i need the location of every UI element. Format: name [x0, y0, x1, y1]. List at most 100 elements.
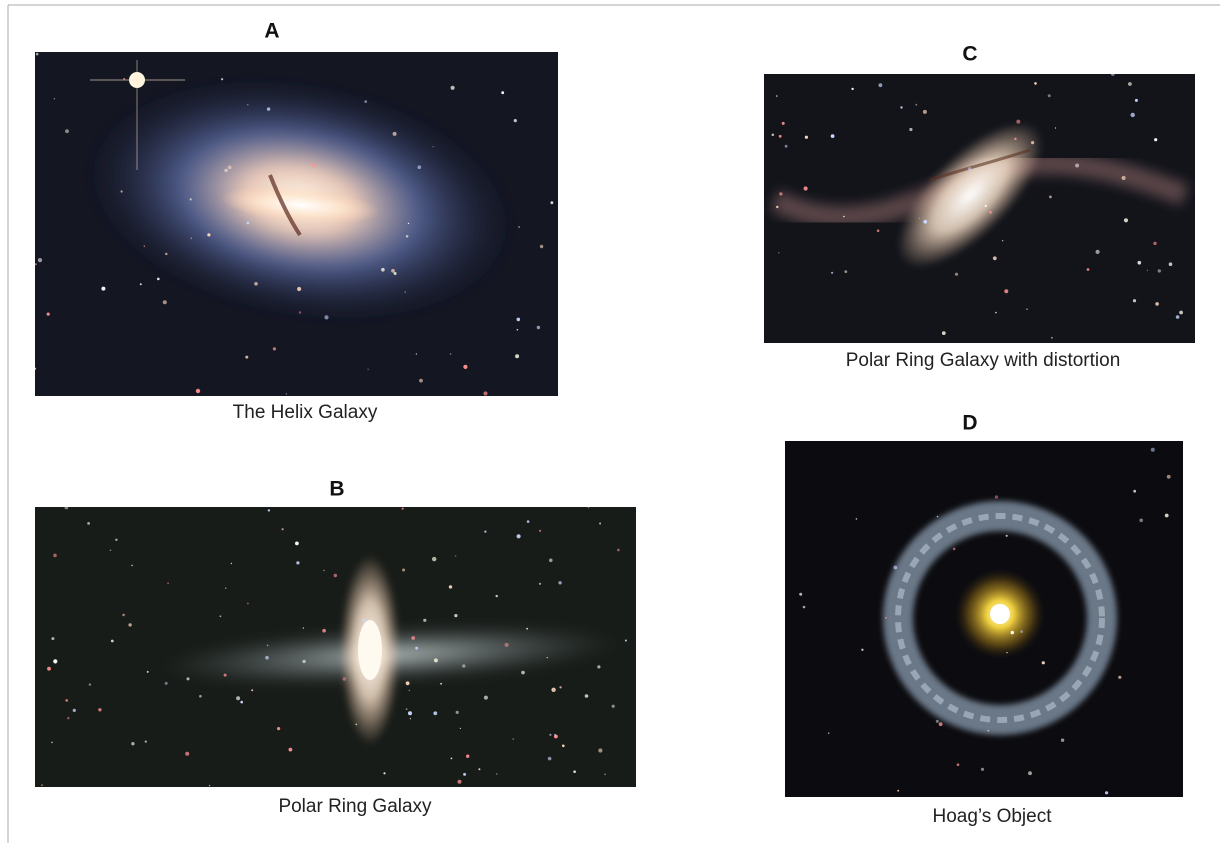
star [195, 388, 201, 394]
star [247, 602, 249, 605]
star [208, 784, 211, 787]
star [254, 282, 258, 286]
star [402, 568, 406, 572]
star [776, 95, 778, 97]
star [1157, 269, 1162, 273]
star [1010, 630, 1014, 635]
star [484, 530, 487, 533]
star [207, 233, 211, 237]
star [496, 773, 498, 775]
star [165, 252, 168, 256]
star [597, 665, 601, 669]
star [251, 689, 254, 692]
image [35, 52, 558, 396]
star [830, 134, 835, 139]
star [355, 723, 358, 726]
star [1121, 175, 1126, 181]
star [1134, 98, 1138, 102]
image [35, 507, 636, 787]
star [1028, 771, 1032, 776]
star [987, 729, 990, 732]
star [297, 286, 302, 292]
star [87, 522, 90, 525]
star [415, 646, 419, 650]
star [526, 520, 530, 523]
star [463, 772, 467, 776]
star [501, 91, 505, 95]
star [72, 708, 76, 713]
star [923, 219, 928, 224]
star [504, 642, 509, 647]
star [190, 237, 193, 240]
star [46, 312, 50, 316]
star [246, 221, 250, 225]
star [1153, 241, 1157, 246]
star [266, 644, 269, 647]
star [98, 708, 102, 712]
star [521, 670, 525, 675]
star [146, 670, 149, 673]
star [41, 784, 43, 786]
star [110, 639, 114, 643]
star [802, 605, 806, 609]
star [1128, 82, 1132, 86]
star [1041, 661, 1045, 665]
star [1166, 474, 1171, 479]
star [463, 364, 468, 369]
star [1133, 489, 1137, 493]
star [322, 628, 326, 633]
star [157, 277, 160, 281]
star [536, 325, 541, 330]
star [37, 258, 43, 263]
star [415, 353, 418, 355]
star [1105, 791, 1109, 795]
star [167, 582, 169, 584]
star [88, 683, 92, 686]
star [1137, 260, 1142, 265]
star [518, 226, 520, 228]
star [843, 215, 845, 218]
star [584, 694, 589, 698]
star [995, 311, 997, 314]
star [516, 534, 521, 539]
star [65, 699, 68, 702]
star [459, 727, 461, 730]
star [804, 135, 809, 139]
star [35, 52, 39, 56]
star [342, 677, 346, 681]
star [219, 615, 222, 618]
star [1060, 738, 1065, 742]
star [1001, 240, 1004, 242]
star [143, 245, 145, 247]
star [123, 77, 126, 80]
star [323, 569, 325, 572]
star [1175, 315, 1180, 319]
star [109, 549, 112, 551]
star [1049, 195, 1052, 199]
star [240, 700, 243, 704]
star [333, 573, 337, 578]
star [245, 355, 249, 359]
star [131, 742, 135, 746]
caption: Polar Ring Galaxy [278, 796, 432, 817]
star [547, 756, 552, 761]
star [288, 747, 293, 752]
star [598, 748, 603, 753]
star [1118, 675, 1122, 679]
star [512, 738, 514, 740]
star [778, 252, 780, 254]
star [516, 328, 519, 331]
star [1164, 513, 1169, 518]
star [223, 673, 227, 677]
star [915, 103, 918, 106]
star [936, 515, 939, 518]
star [827, 732, 830, 734]
star [265, 655, 269, 660]
star [1130, 112, 1135, 118]
star [1168, 262, 1173, 267]
star [298, 311, 302, 314]
star [454, 614, 458, 618]
star [383, 772, 386, 775]
star [994, 495, 999, 499]
star [1123, 218, 1129, 223]
